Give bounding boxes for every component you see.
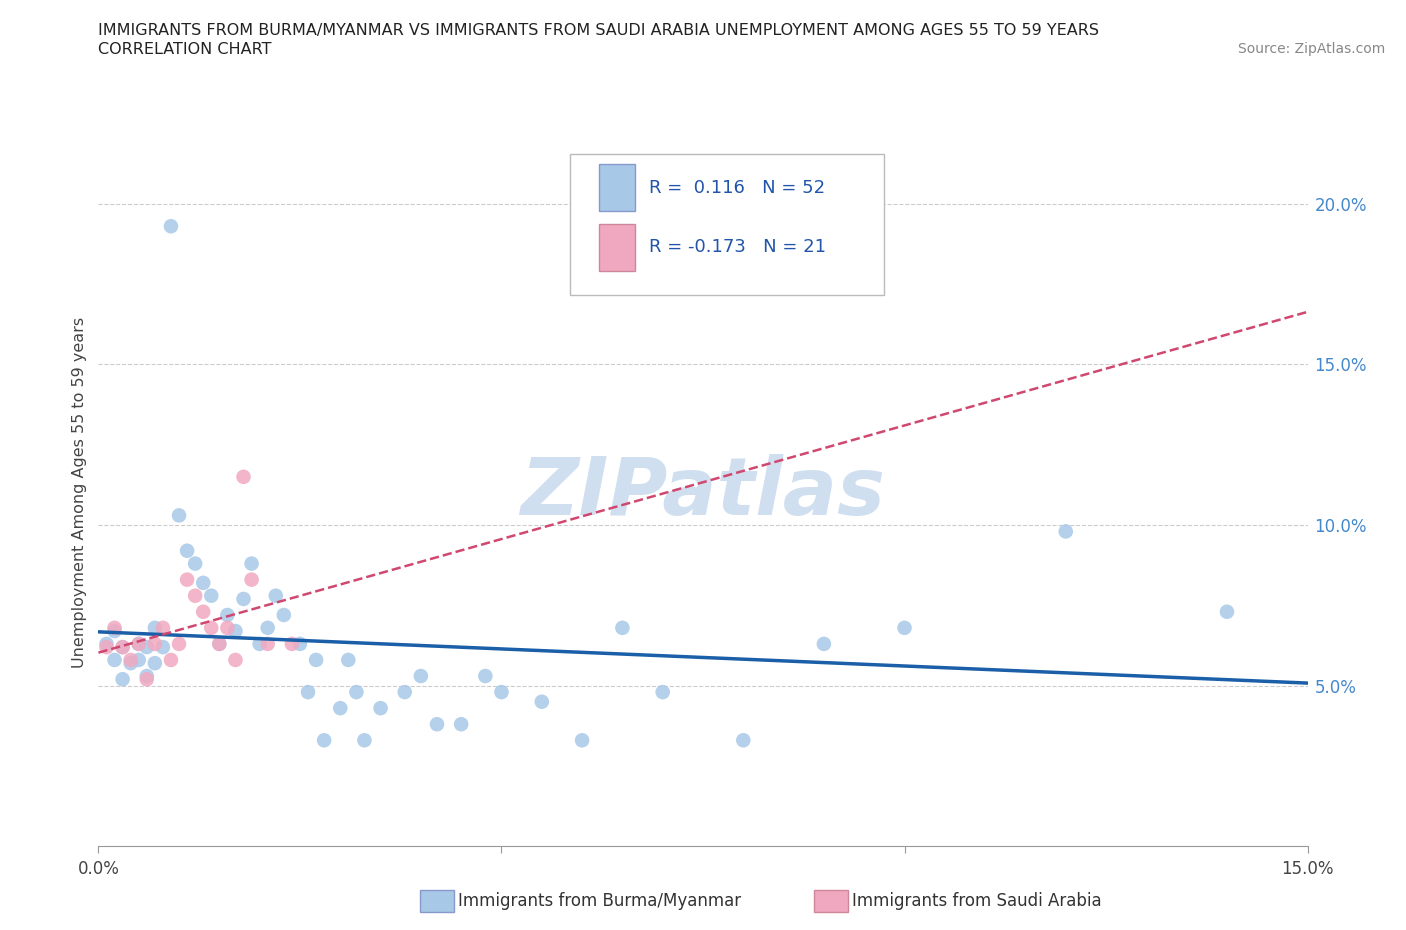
Point bbox=[249, 636, 271, 651]
Point bbox=[120, 656, 142, 671]
Text: Source: ZipAtlas.com: Source: ZipAtlas.com bbox=[1237, 42, 1385, 56]
Point bbox=[143, 656, 166, 671]
Point bbox=[329, 700, 352, 715]
Text: ZIPatlas: ZIPatlas bbox=[520, 454, 886, 532]
Point bbox=[217, 620, 239, 635]
Point bbox=[111, 640, 134, 655]
Point bbox=[353, 733, 375, 748]
Text: R =  0.116   N = 52: R = 0.116 N = 52 bbox=[648, 179, 825, 196]
Point bbox=[111, 671, 134, 686]
Point bbox=[297, 684, 319, 699]
Point bbox=[184, 589, 207, 604]
Point bbox=[256, 636, 278, 651]
Point bbox=[111, 640, 134, 655]
Point bbox=[128, 636, 150, 651]
Point bbox=[491, 684, 513, 699]
Point bbox=[264, 589, 287, 604]
Point bbox=[1054, 524, 1077, 538]
Point bbox=[152, 620, 174, 635]
Text: CORRELATION CHART: CORRELATION CHART bbox=[98, 42, 271, 57]
Point bbox=[344, 684, 367, 699]
Y-axis label: Unemployment Among Ages 55 to 59 years: Unemployment Among Ages 55 to 59 years bbox=[72, 317, 87, 669]
Point bbox=[281, 636, 304, 651]
Point bbox=[135, 671, 157, 686]
Point bbox=[167, 508, 190, 523]
Point bbox=[571, 733, 593, 748]
Point bbox=[288, 636, 311, 651]
Point bbox=[200, 620, 222, 635]
Point bbox=[370, 700, 392, 715]
Point bbox=[1216, 604, 1239, 619]
Point bbox=[337, 653, 360, 668]
Text: Immigrants from Saudi Arabia: Immigrants from Saudi Arabia bbox=[852, 892, 1102, 910]
Point bbox=[651, 684, 673, 699]
Point bbox=[176, 543, 198, 558]
Point bbox=[184, 556, 207, 571]
Point bbox=[409, 669, 432, 684]
FancyBboxPatch shape bbox=[599, 223, 636, 271]
Point bbox=[240, 556, 263, 571]
Point bbox=[208, 636, 231, 651]
Point bbox=[612, 620, 634, 635]
FancyBboxPatch shape bbox=[599, 164, 636, 211]
Text: Immigrants from Burma/Myanmar: Immigrants from Burma/Myanmar bbox=[458, 892, 741, 910]
Point bbox=[208, 636, 231, 651]
Text: IMMIGRANTS FROM BURMA/MYANMAR VS IMMIGRANTS FROM SAUDI ARABIA UNEMPLOYMENT AMONG: IMMIGRANTS FROM BURMA/MYANMAR VS IMMIGRA… bbox=[98, 23, 1099, 38]
Point bbox=[96, 636, 118, 651]
Point bbox=[160, 219, 183, 233]
Point bbox=[193, 576, 215, 591]
Point bbox=[893, 620, 915, 635]
Point bbox=[128, 636, 150, 651]
Point bbox=[128, 653, 150, 668]
Point bbox=[120, 653, 142, 668]
Point bbox=[232, 470, 254, 485]
Point bbox=[103, 624, 125, 639]
Text: R = -0.173   N = 21: R = -0.173 N = 21 bbox=[648, 238, 825, 256]
Point bbox=[224, 653, 246, 668]
Point bbox=[135, 669, 157, 684]
Point bbox=[426, 717, 449, 732]
Point bbox=[256, 620, 278, 635]
Point bbox=[167, 636, 190, 651]
Point bbox=[305, 653, 328, 668]
Point bbox=[813, 636, 835, 651]
Point bbox=[733, 733, 755, 748]
Point bbox=[103, 620, 125, 635]
FancyBboxPatch shape bbox=[569, 153, 884, 295]
Point bbox=[152, 640, 174, 655]
Point bbox=[232, 591, 254, 606]
Point bbox=[450, 717, 472, 732]
Point bbox=[224, 624, 246, 639]
Point bbox=[176, 572, 198, 587]
Point bbox=[394, 684, 416, 699]
Point bbox=[273, 607, 295, 622]
Point bbox=[103, 653, 125, 668]
Point bbox=[143, 620, 166, 635]
Point bbox=[217, 607, 239, 622]
Point bbox=[193, 604, 215, 619]
Point bbox=[200, 589, 222, 604]
Point bbox=[240, 572, 263, 587]
Point bbox=[96, 640, 118, 655]
Point bbox=[143, 636, 166, 651]
Point bbox=[530, 695, 553, 710]
Point bbox=[160, 653, 183, 668]
Point bbox=[135, 640, 157, 655]
Point bbox=[314, 733, 336, 748]
Point bbox=[474, 669, 496, 684]
